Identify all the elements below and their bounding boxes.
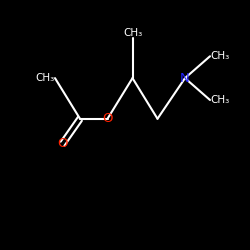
Text: CH₃: CH₃ [36,73,55,83]
Text: CH₃: CH₃ [123,28,142,38]
Text: CH₃: CH₃ [210,51,229,61]
Text: O: O [102,112,113,125]
Text: O: O [57,137,68,150]
Text: CH₃: CH₃ [210,95,229,105]
Text: N: N [180,72,190,85]
